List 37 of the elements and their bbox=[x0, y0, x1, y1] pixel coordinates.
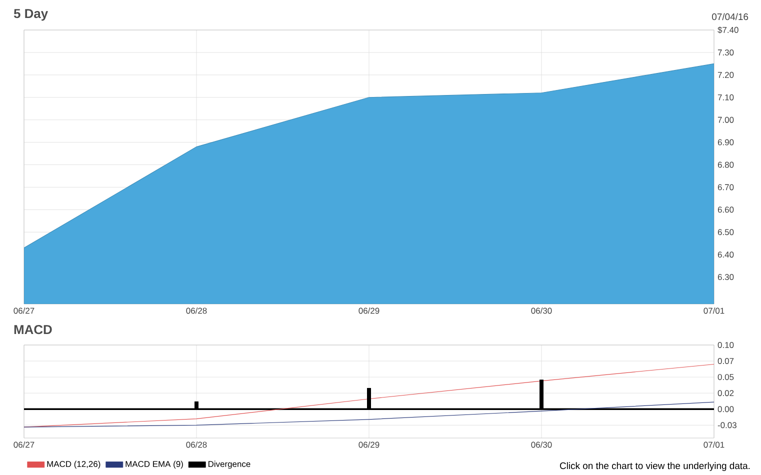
chart-title: MACD bbox=[14, 324, 52, 334]
x-tick-label: 06/28 bbox=[186, 308, 207, 314]
x-tick-label: 06/30 bbox=[531, 308, 552, 314]
y-tick-label: 7.20 bbox=[718, 72, 734, 78]
y-tick-label: 0.10 bbox=[718, 342, 734, 348]
x-tick-label: 06/27 bbox=[14, 308, 34, 314]
x-tick-label: 06/29 bbox=[358, 442, 380, 448]
y-tick-label: 6.60 bbox=[718, 206, 734, 213]
y-tick-label: 7.00 bbox=[718, 116, 734, 123]
x-tick-label: 06/27 bbox=[14, 442, 34, 448]
x-tick-label: 07/01 bbox=[704, 308, 724, 314]
y-tick-label: 7.30 bbox=[718, 49, 734, 56]
y-tick-label: 6.80 bbox=[718, 162, 734, 168]
x-tick-label: 06/28 bbox=[186, 442, 207, 448]
x-tick-label: 07/01 bbox=[704, 442, 724, 448]
legend-label: Divergence bbox=[208, 460, 250, 469]
y-tick-label: -0.03 bbox=[718, 422, 736, 428]
y-tick-label: 6.50 bbox=[718, 229, 734, 236]
y-tick-label: 0.00 bbox=[718, 406, 734, 412]
x-tick-label: 06/29 bbox=[358, 308, 380, 314]
y-tick-label: 6.30 bbox=[718, 274, 734, 280]
line-series bbox=[24, 402, 714, 428]
y-tick-label: 7.10 bbox=[718, 94, 734, 100]
y-tick-label: 0.02 bbox=[718, 390, 734, 396]
legend-label: MACD EMA (9) bbox=[126, 460, 183, 469]
y-tick-label: 6.70 bbox=[718, 184, 734, 190]
chart-title: 5 Day bbox=[14, 9, 48, 21]
text: Click on the chart to view the underlying data. bbox=[560, 462, 750, 471]
y-tick-label: 0.07 bbox=[718, 358, 734, 364]
y-tick-label: $7.40 bbox=[718, 26, 738, 34]
x-tick-label: 06/30 bbox=[531, 442, 552, 448]
y-tick-label: 0.05 bbox=[718, 374, 734, 380]
line-series bbox=[24, 364, 714, 428]
legend-label: MACD (12,26) bbox=[47, 460, 100, 469]
y-tick-label: 6.90 bbox=[718, 139, 734, 146]
text: 07/04/16 bbox=[712, 13, 748, 20]
y-tick-label: 6.40 bbox=[718, 252, 734, 258]
